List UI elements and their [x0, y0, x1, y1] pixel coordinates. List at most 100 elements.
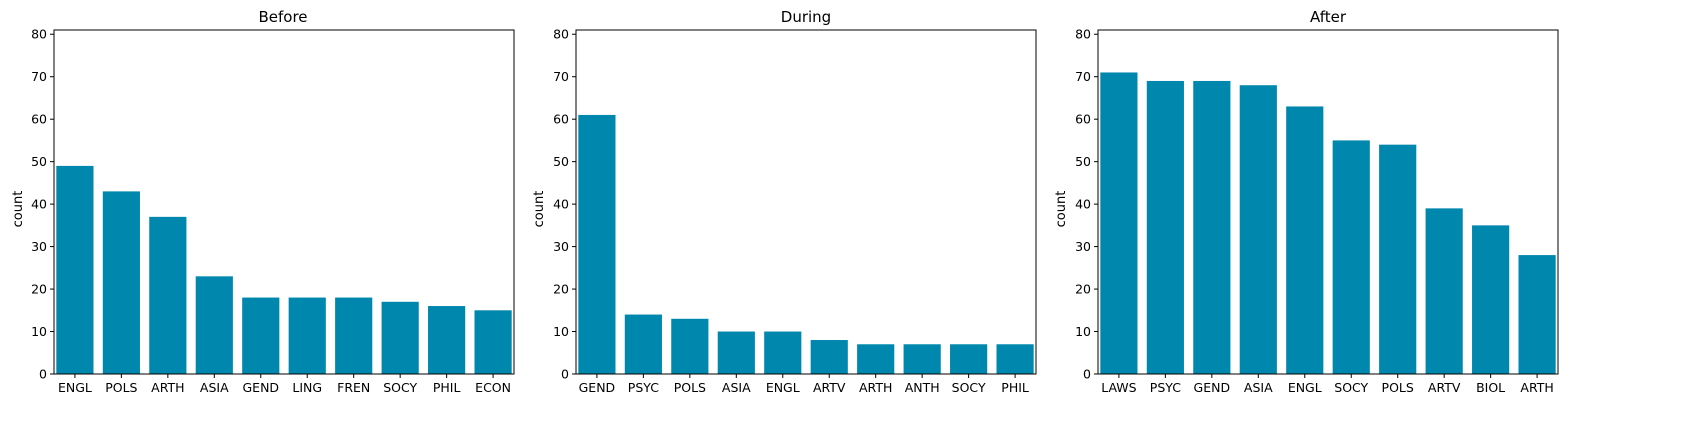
- bar: [56, 165, 94, 374]
- x-tick-label: ASIA: [200, 380, 229, 395]
- bar: [1472, 225, 1510, 374]
- bar: [1193, 80, 1231, 375]
- bar: [764, 331, 802, 374]
- bar: [996, 344, 1034, 374]
- y-tick-label: 70: [31, 69, 47, 84]
- y-tick-label: 0: [1083, 367, 1091, 382]
- y-tick-label: 30: [1075, 239, 1091, 254]
- y-tick-label: 60: [553, 112, 569, 127]
- y-tick-label: 70: [553, 69, 569, 84]
- x-tick-label: ENGL: [766, 380, 800, 395]
- bar: [381, 301, 419, 374]
- y-tick-label: 50: [31, 154, 47, 169]
- bar: [857, 344, 895, 374]
- y-tick-label: 30: [553, 239, 569, 254]
- bar: [1379, 144, 1417, 374]
- x-tick-label: ASIA: [1244, 380, 1273, 395]
- bar: [1239, 85, 1277, 375]
- y-tick-label: 20: [553, 282, 569, 297]
- x-tick-label: PHIL: [433, 380, 461, 395]
- bar: [428, 306, 466, 374]
- bar: [335, 297, 373, 374]
- x-tick-label: POLS: [1382, 380, 1414, 395]
- axes-frame: [575, 29, 1037, 375]
- y-tick-label: 40: [31, 197, 47, 212]
- bar: [903, 344, 941, 374]
- x-tick-label: BIOL: [1476, 380, 1505, 395]
- x-tick-label: ASIA: [722, 380, 751, 395]
- bar: [1100, 72, 1138, 374]
- bar: [1425, 208, 1463, 374]
- bar: [810, 340, 848, 374]
- bar: [671, 318, 709, 374]
- bar: [950, 344, 988, 374]
- plot-area: 0 10 20 30 40 50 60 70 80 ENGL POLS ARTH ASIA GEND LIN…: [31, 27, 515, 395]
- x-tick-label: GEND: [579, 380, 616, 395]
- y-tick-label: 70: [1075, 69, 1091, 84]
- y-tick-label: 0: [39, 367, 47, 382]
- y-tick-label: 80: [31, 27, 47, 42]
- bar: [1146, 80, 1184, 375]
- y-tick-label: 0: [561, 367, 569, 382]
- y-axis-label: count: [11, 191, 26, 228]
- bar: [102, 191, 140, 374]
- x-tick-label: ARTV: [813, 380, 846, 395]
- x-tick-label: ARTH: [1520, 380, 1553, 395]
- bar: [1332, 140, 1370, 374]
- x-tick-label: LING: [292, 380, 322, 395]
- axes-frame: [53, 29, 515, 375]
- panel-during: During count 0 10 20 30 40 50 60 70 80 GEND PSYC PO…: [532, 8, 1037, 395]
- panel-title: During: [781, 8, 831, 26]
- y-tick-label: 10: [553, 324, 569, 339]
- y-axis-label: count: [1054, 191, 1069, 228]
- x-tick-label: PSYC: [1150, 380, 1181, 395]
- x-tick-label: POLS: [105, 380, 137, 395]
- y-tick-label: 60: [31, 112, 47, 127]
- x-tick-label: GEND: [1194, 380, 1231, 395]
- bar: [1286, 106, 1324, 374]
- x-tick-label: SOCY: [952, 380, 986, 395]
- y-tick-label: 20: [31, 282, 47, 297]
- y-tick-label: 50: [553, 154, 569, 169]
- x-tick-label: ENGL: [1288, 380, 1322, 395]
- y-tick-label: 10: [1075, 324, 1091, 339]
- bar: [474, 310, 512, 374]
- panel-before: Before count 0 10 20 30 40 50 60 70 80 ENGL POLS AR…: [11, 8, 515, 395]
- bar: [242, 297, 280, 374]
- x-tick-label: ARTH: [151, 380, 184, 395]
- x-tick-label: FREN: [337, 380, 370, 395]
- y-tick-label: 10: [31, 324, 47, 339]
- bar: [195, 276, 233, 374]
- x-tick-label: ARTH: [859, 380, 892, 395]
- plot-area: 0 10 20 30 40 50 60 70 80 LAWS PSYC GEND ASIA ENGL SOC…: [1075, 27, 1559, 395]
- axes-frame: [1097, 29, 1559, 375]
- x-tick-label: GEND: [242, 380, 279, 395]
- x-tick-label: ARTV: [1428, 380, 1461, 395]
- x-tick-label: ANTH: [905, 380, 940, 395]
- x-tick-label: SOCY: [1334, 380, 1368, 395]
- panel-title: After: [1310, 8, 1347, 26]
- x-tick-label: SOCY: [383, 380, 417, 395]
- bar: [624, 314, 662, 374]
- bar: [288, 297, 326, 374]
- y-tick-label: 60: [1075, 112, 1091, 127]
- panel-title: Before: [258, 8, 307, 26]
- y-tick-label: 50: [1075, 154, 1091, 169]
- bar: [1518, 255, 1556, 374]
- y-tick-label: 40: [553, 197, 569, 212]
- bar: [578, 114, 616, 375]
- x-tick-label: LAWS: [1101, 380, 1136, 395]
- y-tick-label: 30: [31, 239, 47, 254]
- x-tick-label: POLS: [674, 380, 706, 395]
- y-tick-label: 80: [553, 27, 569, 42]
- plot-area: 0 10 20 30 40 50 60 70 80 GEND PSYC POLS ASIA ENGL ART…: [553, 27, 1037, 395]
- bar: [717, 331, 755, 374]
- y-tick-label: 20: [1075, 282, 1091, 297]
- y-tick-label: 80: [1075, 27, 1091, 42]
- x-tick-label: ENGL: [58, 380, 92, 395]
- bar: [149, 216, 187, 374]
- x-tick-label: PSYC: [628, 380, 659, 395]
- x-tick-label: ECON: [475, 380, 511, 395]
- y-tick-label: 40: [1075, 197, 1091, 212]
